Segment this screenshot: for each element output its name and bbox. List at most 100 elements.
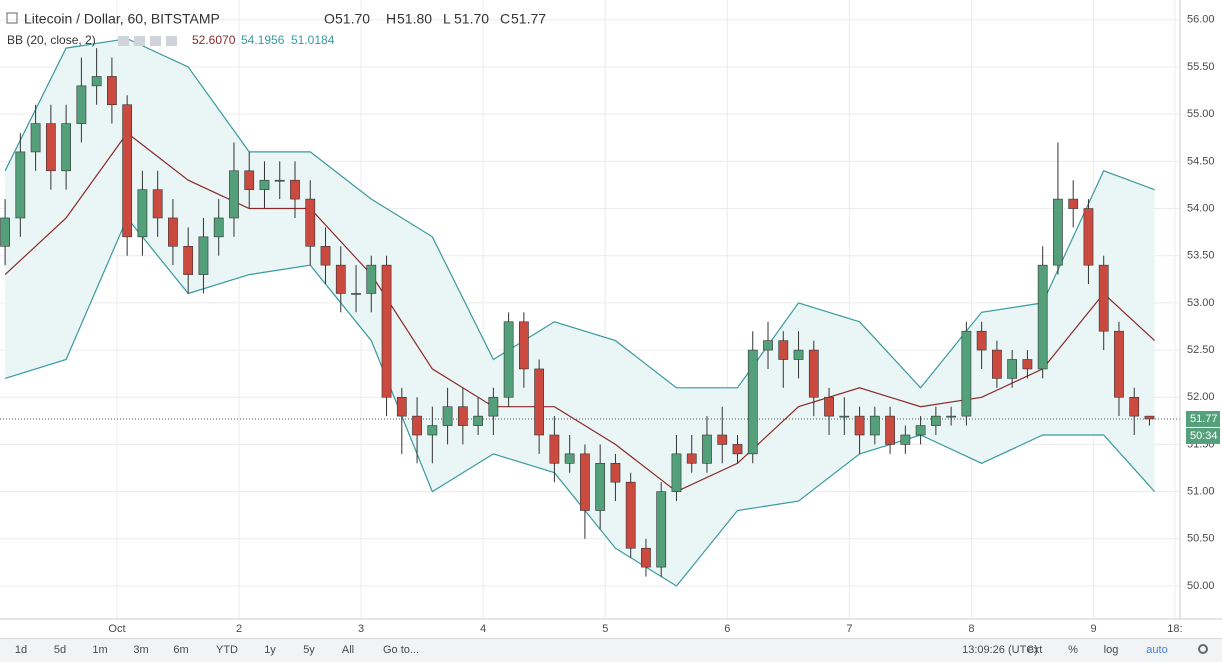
x-tick-label: 3 [358,623,364,635]
candle-body [625,481,636,549]
y-tick-label: 50.00 [1187,580,1215,592]
candle-body [519,321,529,370]
range-button[interactable]: 1y [264,644,276,656]
candle-body [1037,264,1048,370]
candle-body [91,76,102,87]
candle-body [946,415,956,418]
candle-body [503,321,514,398]
candle-body [30,123,41,153]
range-button[interactable]: 5d [53,644,67,656]
candle-body [274,179,285,182]
y-tick-label: 52.50 [1187,344,1215,356]
option-button[interactable]: % [1068,644,1078,656]
option-button[interactable]: log [1103,644,1119,656]
plot [0,0,1180,619]
candle-body [717,434,728,445]
candle-body [15,151,26,219]
candle-body [427,425,438,436]
symbol-title: Litecoin / Dollar, 60, BITSTAMP [24,11,220,27]
range-button[interactable]: 6m [173,644,189,656]
candle-body [992,349,1002,379]
y-tick-label: 52.00 [1187,391,1215,403]
candle-body [580,453,590,511]
candle-body [1053,198,1063,266]
candle-body [610,463,621,483]
candle-body [824,396,834,417]
candle-body [1144,415,1155,420]
candle-body [290,179,300,200]
candle-body [961,330,972,417]
price-axis [1180,0,1222,638]
ohlc-key: C [500,11,510,27]
candle-body [854,415,865,436]
ohlc-value: 51.80 [397,11,432,27]
candle-body [396,396,407,417]
range-button[interactable]: All [341,644,355,656]
candle-body [1022,359,1033,370]
candle-body [976,330,987,351]
y-tick-label: 55.00 [1187,108,1215,120]
indicator-value: 51.0184 [291,33,335,47]
clock[interactable]: 13:09:26 (UTC) [962,644,1038,656]
band-middle [4,132,1156,493]
x-tick-label: 18: [1167,623,1182,635]
candle-body [381,264,392,398]
y-tick-label: 56.00 [1187,14,1215,26]
range-button[interactable]: 1m [92,644,108,656]
candle-body [885,415,895,445]
range-button[interactable]: YTD [216,644,238,656]
countdown: 50:34 [1190,430,1218,442]
candle-body [671,453,682,492]
candle-body [61,123,71,172]
candle-body [442,406,453,426]
candle-body [305,198,316,247]
ohlc-key: H [386,11,396,27]
candle-body [686,453,697,464]
ohlc-value: 51.70 [335,11,370,27]
range-button[interactable]: 5y [303,644,315,656]
x-tick-label: 2 [236,623,242,635]
indicator-value: 52.6070 [192,33,236,47]
candle-body [869,415,880,436]
candle-body [549,434,560,464]
range-button[interactable]: 3m [133,644,149,656]
candle-body [76,85,87,124]
indicator-icon [118,36,129,46]
ohlc-value: 51.77 [511,11,546,27]
y-tick-label: 53.00 [1187,297,1215,309]
candle-body [732,444,743,455]
chart: 50.0050.5051.0051.5052.0052.5053.0053.50… [0,0,1222,638]
option-button[interactable]: ext [1027,644,1043,656]
range-button[interactable]: 1d [14,644,28,656]
indicator-icon [166,36,177,46]
option-button[interactable]: auto [1146,644,1168,656]
candle-body [152,189,163,219]
candle-body [534,368,545,436]
band-fill [5,38,1155,586]
candle-body [930,415,941,426]
ohlc-value: 51.70 [454,11,489,27]
candle-body [595,463,606,511]
candle-body [900,434,911,445]
candle-body [0,217,10,247]
candle-body [1007,359,1018,379]
candle-body [778,340,789,360]
candle-body [107,76,117,106]
candle-body [1068,198,1079,209]
candle-body [1083,208,1094,266]
x-tick-label: 4 [480,623,486,635]
indicator-icon [134,36,145,46]
candle-body [564,453,575,464]
candle-body [244,170,255,190]
candle-body [915,425,926,436]
candle-body [412,415,422,436]
y-tick-label: 54.00 [1187,202,1215,214]
last-price-box [1186,410,1220,427]
x-tick-label: 8 [968,623,974,635]
candle-body [656,491,667,568]
y-tick-label: 50.50 [1187,533,1215,545]
range-button[interactable]: Go to... [382,644,420,656]
settings-gear[interactable] [1198,644,1208,654]
candle-body [1098,264,1109,332]
candle-body [213,217,224,238]
